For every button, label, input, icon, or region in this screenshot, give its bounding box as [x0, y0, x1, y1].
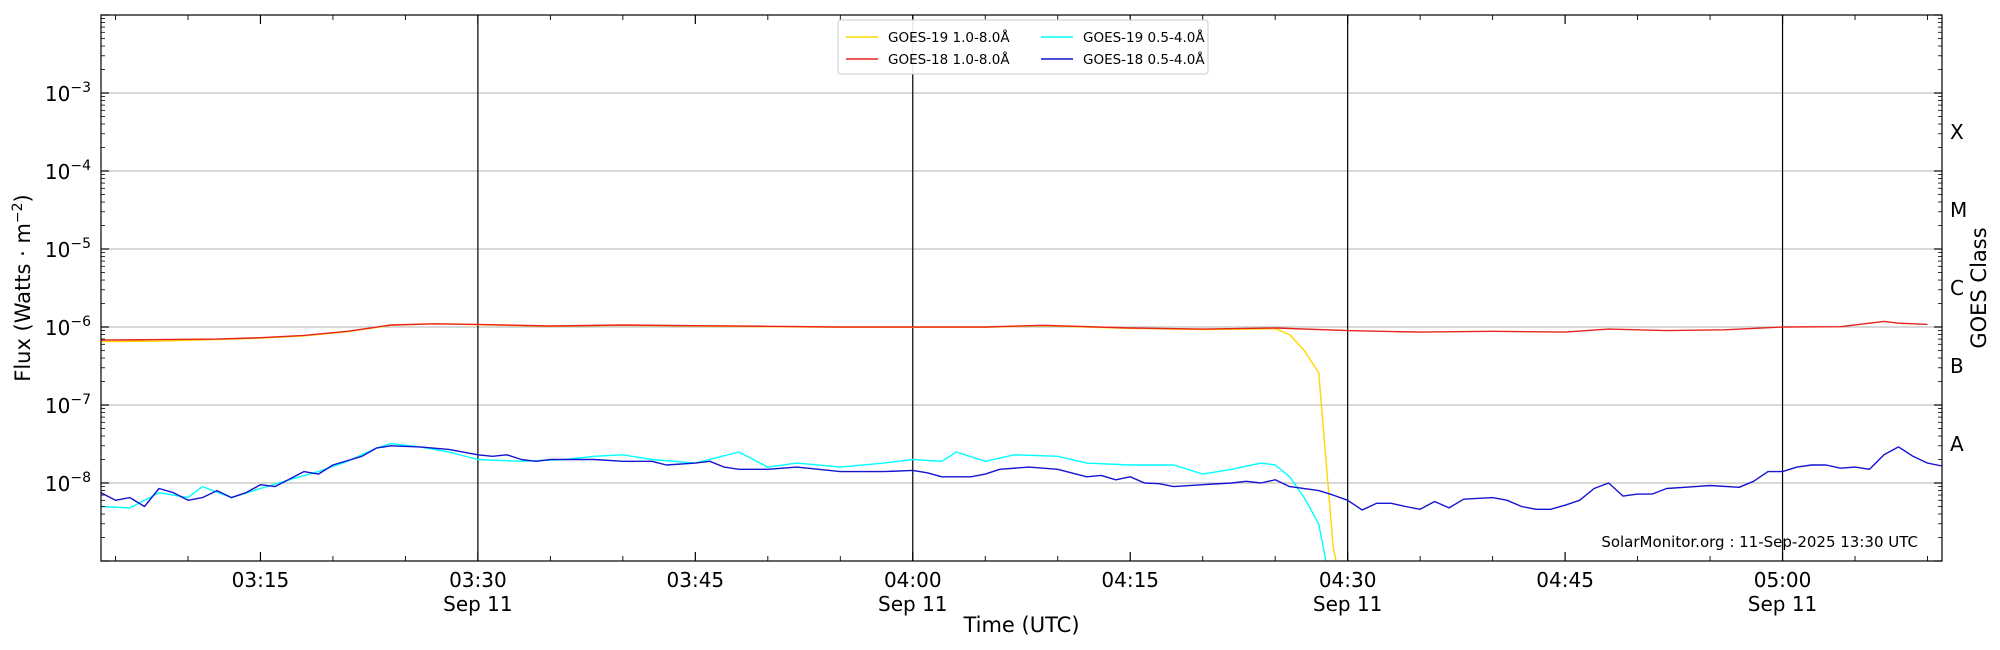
y-tick-labels: 10−810−710−610−510−410−3 — [45, 80, 91, 496]
y-tick-exponent: −5 — [70, 236, 91, 252]
x-tick-label: 04:30 — [1319, 568, 1377, 592]
y-tick-base: 10 — [45, 82, 70, 106]
y-axis-title: Flux (Watts · m−2) — [10, 194, 35, 382]
x-tick-label: 04:45 — [1536, 568, 1594, 592]
legend-label: GOES-18 1.0-8.0Å — [888, 51, 1010, 68]
tick-marks — [101, 14, 1942, 562]
x-tick-label: 04:00 — [884, 568, 942, 592]
goes-class-labels: A B C M X — [1950, 120, 1967, 456]
goes-class-label: M — [1950, 198, 1967, 222]
grid-layer — [101, 92, 1942, 484]
y-tick-base: 10 — [45, 160, 70, 184]
y-tick-base: 10 — [45, 472, 70, 496]
y-tick-label: 10−3 — [45, 80, 91, 106]
x-tick-date-label: Sep 11 — [1748, 592, 1818, 616]
y-tick-base: 10 — [45, 238, 70, 262]
y-axis-title-main: Flux (Watts · m — [11, 223, 35, 382]
legend-label: GOES-19 1.0-8.0Å — [888, 29, 1010, 46]
y-axis-title-end: ) — [11, 194, 35, 202]
y-axis-title-sup: −2 — [10, 202, 26, 223]
x-tick-date-label: Sep 11 — [1313, 592, 1383, 616]
y-tick-exponent: −3 — [70, 80, 91, 96]
series-layer — [100, 320, 1943, 562]
series-line-4 — [100, 445, 1943, 511]
x-tick-label: 05:00 — [1754, 568, 1812, 592]
y-tick-exponent: −8 — [70, 470, 91, 486]
x-tick-label: 03:30 — [449, 568, 507, 592]
y-tick-label: 10−5 — [45, 236, 91, 262]
right-axis-title: GOES Class — [1967, 227, 1991, 348]
x-tick-date-label: Sep 11 — [878, 592, 948, 616]
x-tick-label: 03:45 — [667, 568, 725, 592]
legend: GOES-19 1.0-8.0Å GOES-18 1.0-8.0Å GOES-19 … — [837, 19, 1209, 75]
y-tick-exponent: −7 — [70, 392, 91, 408]
legend-box — [837, 19, 1209, 75]
x-tick-date-label: Sep 11 — [443, 592, 513, 616]
x-tick-label: 04:15 — [1101, 568, 1159, 592]
goes-class-label: B — [1950, 354, 1964, 378]
y-tick-label: 10−8 — [45, 470, 91, 496]
legend-label: GOES-18 0.5-4.0Å — [1083, 51, 1205, 68]
y-tick-label: 10−4 — [45, 158, 91, 184]
x-axis-title: Time (UTC) — [962, 613, 1079, 637]
y-tick-exponent: −4 — [70, 158, 91, 174]
y-tick-base: 10 — [45, 316, 70, 340]
legend-label: GOES-19 0.5-4.0Å — [1083, 29, 1205, 46]
x-tick-label: 03:15 — [232, 568, 290, 592]
plot-frame — [100, 14, 1943, 562]
credit-text: SolarMonitor.org : 11-Sep-2025 13:30 UTC — [1601, 533, 1918, 551]
goes-class-label: A — [1950, 432, 1964, 456]
series-line-2 — [100, 320, 1928, 341]
y-tick-base: 10 — [45, 394, 70, 418]
y-tick-label: 10−7 — [45, 392, 91, 418]
y-tick-exponent: −6 — [70, 314, 91, 330]
goes-class-label: X — [1950, 120, 1964, 144]
goes-class-label: C — [1950, 276, 1964, 300]
y-tick-label: 10−6 — [45, 314, 91, 340]
